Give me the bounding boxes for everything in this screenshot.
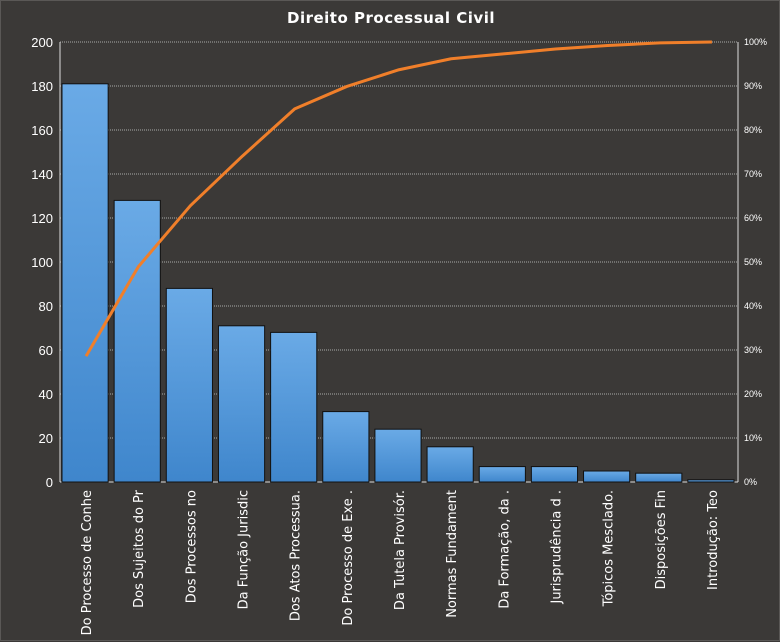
y-tick-label: 200 bbox=[31, 35, 53, 50]
x-tick-label: Da Tutela Provisór. bbox=[393, 490, 408, 610]
bar bbox=[687, 479, 735, 483]
y-tick-label: 120 bbox=[31, 211, 53, 226]
y2-tick-label: 100% bbox=[744, 37, 767, 47]
y2-tick-label: 20% bbox=[744, 389, 762, 399]
y-tick-label: 0 bbox=[46, 475, 53, 490]
x-tick-label: Tópicos Mesclado. bbox=[602, 490, 617, 607]
x-tick-label: Dos Atos Processua. bbox=[289, 490, 304, 621]
bar bbox=[217, 325, 266, 483]
bar bbox=[478, 466, 526, 483]
x-tick-label: Dos Sujeitos do Pr bbox=[132, 489, 147, 607]
bar bbox=[530, 466, 579, 483]
y-tick-label: 20 bbox=[39, 431, 53, 446]
y-tick-label: 140 bbox=[31, 167, 53, 182]
y-tick-label: 80 bbox=[39, 299, 53, 314]
x-tick-label: Introdução: Teo bbox=[706, 490, 721, 590]
y-tick-label: 160 bbox=[31, 123, 53, 138]
chart-title: Direito Processual Civil bbox=[287, 9, 495, 27]
x-tick-label: Dos Processos no bbox=[184, 490, 199, 603]
bar bbox=[426, 446, 474, 483]
bar bbox=[113, 199, 161, 483]
bar bbox=[165, 287, 213, 483]
y2-tick-label: 40% bbox=[744, 301, 762, 311]
y2-tick-label: 0% bbox=[744, 477, 757, 487]
x-tick-label: Da Formação, da . bbox=[497, 490, 512, 609]
bar bbox=[61, 83, 109, 483]
bar bbox=[583, 470, 631, 483]
y2-tick-label: 90% bbox=[744, 81, 762, 91]
y-tick-label: 40 bbox=[39, 387, 53, 402]
y2-tick-label: 60% bbox=[744, 213, 762, 223]
x-tick-label: Do Processo de Exe . bbox=[341, 490, 356, 626]
x-tick-label: Disposições Fin bbox=[654, 490, 669, 589]
y2-tick-label: 70% bbox=[744, 169, 762, 179]
y-tick-label: 100 bbox=[31, 255, 53, 270]
x-tick-label: Jurisprudência d . bbox=[549, 490, 564, 605]
x-tick-label: Da Função Jurisdic bbox=[237, 490, 252, 609]
bar bbox=[270, 331, 318, 483]
y2-tick-label: 30% bbox=[744, 345, 762, 355]
y-tick-label: 180 bbox=[31, 79, 53, 94]
y2-tick-label: 80% bbox=[744, 125, 762, 135]
x-tick-label: Do Processo de Conhe bbox=[80, 490, 95, 635]
bar bbox=[374, 428, 422, 483]
cumulative-line bbox=[84, 40, 712, 357]
y-tick-label: 60 bbox=[39, 343, 53, 358]
y2-tick-label: 10% bbox=[744, 433, 762, 443]
bar bbox=[322, 411, 370, 483]
bar bbox=[635, 472, 683, 483]
y2-tick-label: 50% bbox=[744, 257, 762, 267]
x-tick-label: Normas Fundament bbox=[445, 490, 460, 618]
